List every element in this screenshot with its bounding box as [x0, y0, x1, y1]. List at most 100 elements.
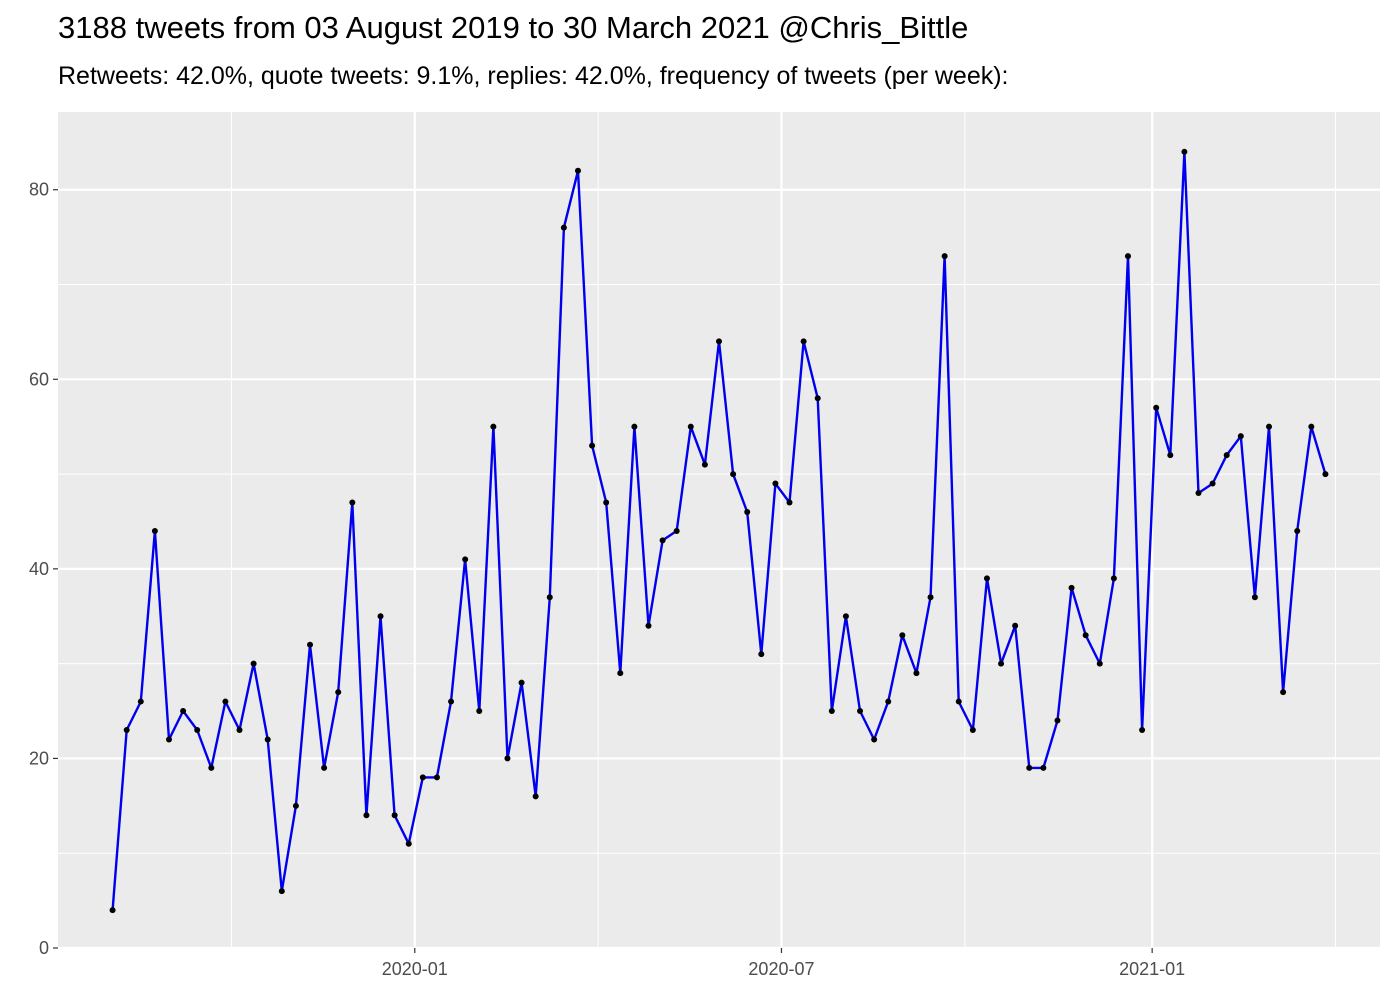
data-point	[1322, 471, 1329, 478]
data-point	[180, 708, 187, 715]
data-point	[941, 253, 948, 260]
data-point	[448, 698, 455, 705]
data-point	[377, 613, 384, 620]
data-point	[504, 755, 511, 762]
data-point	[885, 698, 892, 705]
plot-panel	[58, 112, 1380, 948]
data-point	[1308, 423, 1315, 430]
data-point	[335, 689, 342, 696]
data-point	[1167, 452, 1174, 459]
data-point	[589, 442, 596, 449]
data-point	[814, 395, 821, 402]
data-point	[208, 764, 215, 771]
data-point	[1068, 584, 1075, 591]
data-point	[307, 641, 314, 648]
data-point	[969, 726, 976, 733]
data-point	[1012, 622, 1019, 629]
data-point	[250, 660, 257, 667]
data-point	[927, 594, 934, 601]
data-point	[716, 338, 722, 345]
data-point	[857, 708, 864, 715]
data-point	[1237, 433, 1244, 440]
x-tick-label: 2020-07	[748, 959, 814, 979]
y-tick-label: 40	[29, 559, 49, 579]
data-point	[1181, 148, 1188, 155]
data-point	[1209, 480, 1216, 487]
data-point	[546, 594, 553, 601]
data-point	[701, 461, 708, 468]
y-tick-label: 0	[39, 938, 49, 958]
data-point	[532, 793, 539, 800]
data-point	[222, 698, 229, 705]
data-point	[405, 840, 412, 847]
data-point	[560, 224, 567, 231]
data-point	[842, 613, 849, 620]
data-point	[871, 736, 878, 743]
data-point	[236, 726, 243, 733]
data-point	[137, 698, 144, 705]
data-point	[645, 622, 652, 629]
data-point	[744, 508, 751, 515]
data-point	[1280, 689, 1287, 696]
chart-subtitle: Retweets: 42.0%, quote tweets: 9.1%, rep…	[58, 62, 1009, 90]
chart-title: 3188 tweets from 03 August 2019 to 30 Ma…	[58, 10, 969, 45]
data-point	[476, 708, 483, 715]
data-point	[955, 698, 962, 705]
data-point	[730, 471, 737, 478]
data-point	[165, 736, 172, 743]
data-point	[983, 575, 990, 582]
data-point	[913, 670, 920, 677]
data-point	[109, 907, 116, 914]
y-tick-label: 20	[29, 748, 49, 768]
data-point	[151, 527, 158, 534]
data-point	[1139, 726, 1146, 733]
data-point	[631, 423, 638, 430]
data-point	[363, 812, 370, 819]
data-point	[1082, 632, 1089, 639]
data-point	[1124, 253, 1131, 260]
x-tick-label: 2021-01	[1119, 959, 1185, 979]
data-point	[1110, 575, 1117, 582]
data-point	[433, 774, 440, 781]
data-point	[1294, 527, 1301, 534]
data-point	[391, 812, 398, 819]
data-point	[659, 537, 666, 544]
data-point	[687, 423, 694, 430]
data-point	[321, 764, 328, 771]
major-gridlines	[58, 112, 1380, 950]
data-point	[1251, 594, 1258, 601]
data-point	[603, 499, 610, 506]
data-point	[899, 632, 906, 639]
data-point	[1054, 717, 1061, 724]
data-point	[1195, 490, 1202, 497]
data-point	[998, 660, 1005, 667]
data-point	[1266, 423, 1273, 430]
data-point	[490, 423, 497, 430]
data-point	[1026, 764, 1033, 771]
y-tick-label: 80	[29, 180, 49, 200]
data-point	[673, 527, 680, 534]
data-point	[264, 736, 271, 743]
data-point	[462, 556, 469, 563]
data-point	[123, 726, 130, 733]
data-point	[617, 670, 624, 677]
data-point	[574, 167, 581, 174]
data-point	[1040, 764, 1047, 771]
data-point	[800, 338, 807, 345]
data-point	[349, 499, 356, 506]
data-point	[786, 499, 793, 506]
data-point	[278, 888, 285, 895]
data-point	[758, 651, 765, 658]
data-point	[518, 679, 525, 686]
x-tick-label: 2020-01	[382, 959, 448, 979]
series-group	[109, 148, 1329, 914]
data-point	[828, 708, 835, 715]
axes-group: 0 20 40 60 80 2020-01 2020-07 2021-01	[29, 180, 1185, 979]
data-point	[194, 726, 201, 733]
data-point	[292, 802, 299, 809]
data-point	[1223, 452, 1230, 459]
y-tick-label: 60	[29, 369, 49, 389]
data-point	[419, 774, 426, 781]
data-point	[1096, 660, 1103, 667]
